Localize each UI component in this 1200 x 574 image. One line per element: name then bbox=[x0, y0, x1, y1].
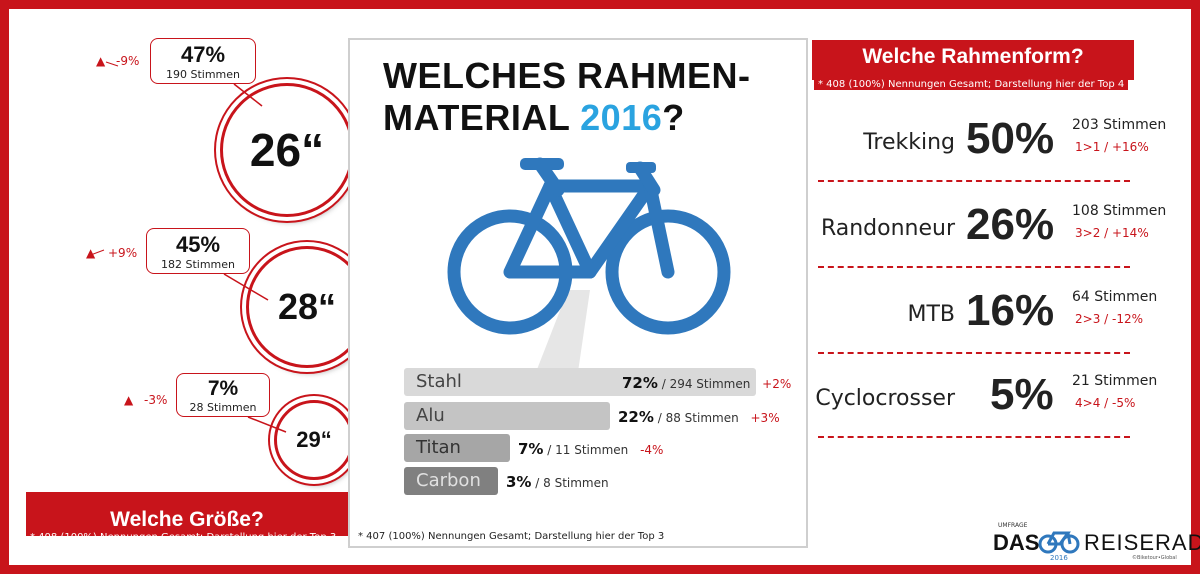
form-divider bbox=[818, 180, 1130, 182]
form-rank-randonneur: 3>2 / +14% bbox=[1075, 226, 1149, 240]
trend-down-icon: ▲ bbox=[124, 393, 134, 407]
size-banner-title: Welche Größe? bbox=[26, 492, 348, 536]
material-label-stahl: Stahl bbox=[416, 371, 462, 392]
form-rank-trekking: 1>1 / +16% bbox=[1075, 140, 1149, 154]
form-percent-mtb: 16% bbox=[966, 286, 1055, 335]
size-trend-26: -9% bbox=[116, 54, 140, 68]
size-callout-29: 7% 28 Stimmen bbox=[176, 373, 270, 417]
material-title: WELCHES RAHMEN- MATERIAL 2016? bbox=[383, 55, 803, 139]
material-label-titan: Titan bbox=[416, 437, 461, 458]
size-votes-26: 190 Stimmen bbox=[165, 68, 240, 81]
form-votes-mtb: 64 Stimmen bbox=[1072, 289, 1158, 305]
logo-reiserad: REISERAD bbox=[1084, 530, 1200, 555]
form-label-trekking: Trekking bbox=[863, 130, 955, 155]
form-votes-cyclocrosser: 21 Stimmen bbox=[1072, 373, 1158, 389]
form-percent-randonneur: 26% bbox=[966, 200, 1055, 249]
form-banner-title: Welche Rahmenform? bbox=[812, 40, 1134, 80]
form-votes-randonneur: 108 Stimmen bbox=[1072, 203, 1167, 219]
size-percent-28: 45% bbox=[175, 232, 221, 257]
material-label-alu: Alu bbox=[416, 405, 445, 426]
material-bar-alu bbox=[404, 402, 610, 430]
logo-brand: ©Biketour•Global bbox=[1132, 555, 1177, 561]
form-rank-mtb: 2>3 / -12% bbox=[1075, 312, 1143, 326]
form-percent-cyclocrosser: 5% bbox=[990, 370, 1054, 419]
size-percent-29: 7% bbox=[207, 377, 239, 400]
material-bar-stahl bbox=[404, 368, 756, 396]
material-title-line1: WELCHES RAHMEN- bbox=[383, 55, 751, 96]
trend-down-icon: ▲ bbox=[96, 54, 106, 68]
material-value-titan: 7% / 11 Stimmen -4% bbox=[518, 440, 664, 458]
form-label-randonneur: Randonneur bbox=[820, 216, 955, 241]
form-votes-trekking: 203 Stimmen bbox=[1072, 117, 1167, 133]
size-footnote: * 408 (100%) Nennungen Gesamt; Darstellu… bbox=[30, 532, 337, 543]
material-value-stahl: 72% / 294 Stimmen +2% bbox=[622, 374, 792, 392]
logo-year: 2016 bbox=[1050, 554, 1068, 562]
callout-connectors bbox=[87, 61, 287, 433]
size-callout-28: 45% 182 Stimmen bbox=[146, 228, 250, 274]
form-label-cyclocrosser: Cyclocrosser bbox=[815, 386, 955, 411]
size-trend-29: -3% bbox=[144, 393, 168, 407]
size-callout-26: 47% 190 Stimmen bbox=[150, 38, 256, 84]
size-circle-28: 28“ bbox=[246, 246, 368, 368]
reiserad-logo: UMFRAGE DAS 2016 REISERAD ©Biketour•Glob… bbox=[990, 520, 1200, 564]
size-trend-28: +9% bbox=[108, 246, 138, 260]
material-title-year: 2016 bbox=[580, 97, 663, 138]
size-votes-28: 182 Stimmen bbox=[160, 258, 235, 271]
form-footnote: * 408 (100%) Nennungen Gesamt; Darstellu… bbox=[814, 79, 1129, 90]
logo-umfrage: UMFRAGE bbox=[998, 522, 1028, 529]
form-divider bbox=[818, 352, 1130, 354]
material-label-carbon: Carbon bbox=[416, 470, 481, 491]
material-footnote: * 407 (100%) Nennungen Gesamt; Darstellu… bbox=[358, 531, 665, 542]
material-title-suffix: ? bbox=[662, 97, 685, 138]
form-rank-cyclocrosser: 4>4 / -5% bbox=[1075, 396, 1136, 410]
bicycle-icon bbox=[447, 157, 731, 372]
material-value-alu: 22% / 88 Stimmen +3% bbox=[618, 408, 780, 426]
form-divider bbox=[818, 266, 1130, 268]
logo-bike-icon bbox=[1038, 531, 1080, 554]
trend-up-icon: ▲ bbox=[86, 246, 96, 260]
form-divider bbox=[818, 436, 1130, 438]
logo-das: DAS bbox=[993, 530, 1040, 555]
form-percent-trekking: 50% bbox=[966, 114, 1055, 163]
size-votes-29: 28 Stimmen bbox=[189, 401, 257, 414]
material-value-carbon: 3% / 8 Stimmen bbox=[506, 473, 609, 491]
material-bar-titan bbox=[404, 434, 510, 462]
form-label-mtb: MTB bbox=[907, 302, 955, 327]
size-circle-26: 26“ bbox=[220, 83, 354, 217]
size-percent-26: 47% bbox=[180, 42, 226, 67]
material-title-line2: MATERIAL bbox=[383, 97, 581, 138]
material-bar-carbon bbox=[404, 467, 498, 495]
